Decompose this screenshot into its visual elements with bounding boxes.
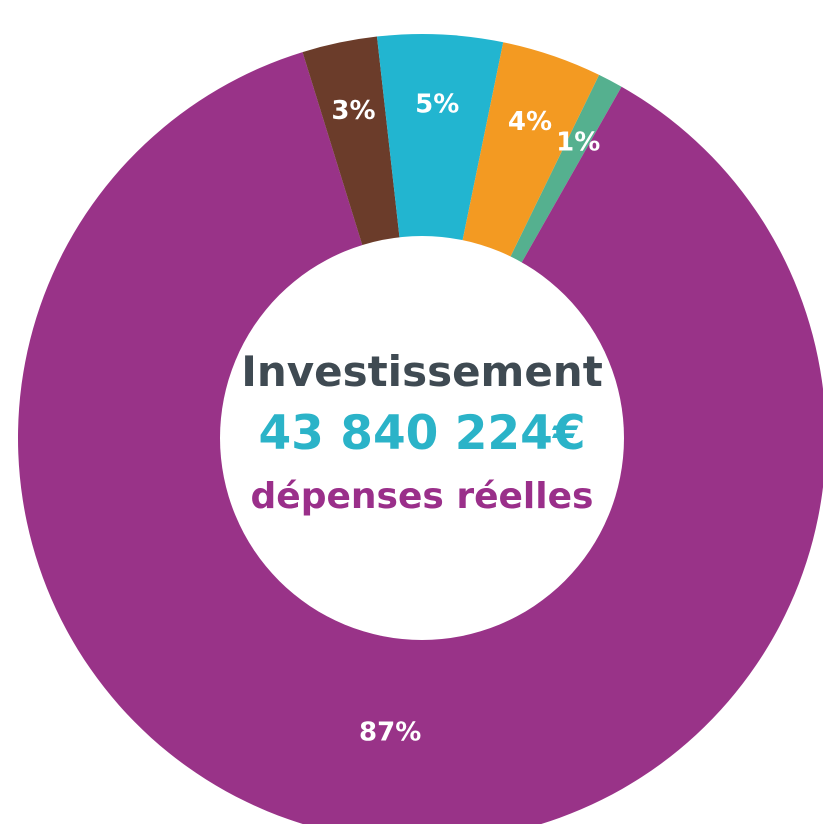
center-amount: 43 840 224€ [258, 406, 585, 461]
slice-label-1: 87% [359, 717, 421, 747]
center-title: Investissement [241, 347, 603, 396]
slice-label-4: 4% [508, 107, 552, 137]
donut-hole [220, 236, 624, 640]
slice-label-3: 5% [415, 89, 459, 119]
slice-label-2: 3% [331, 96, 375, 126]
slice-labels: 1% 87% 3% 5% 4% [331, 89, 600, 747]
center-subtitle: dépenses réelles [251, 476, 594, 517]
slice-3 [376, 34, 504, 438]
slice-label-0: 1% [556, 128, 600, 158]
